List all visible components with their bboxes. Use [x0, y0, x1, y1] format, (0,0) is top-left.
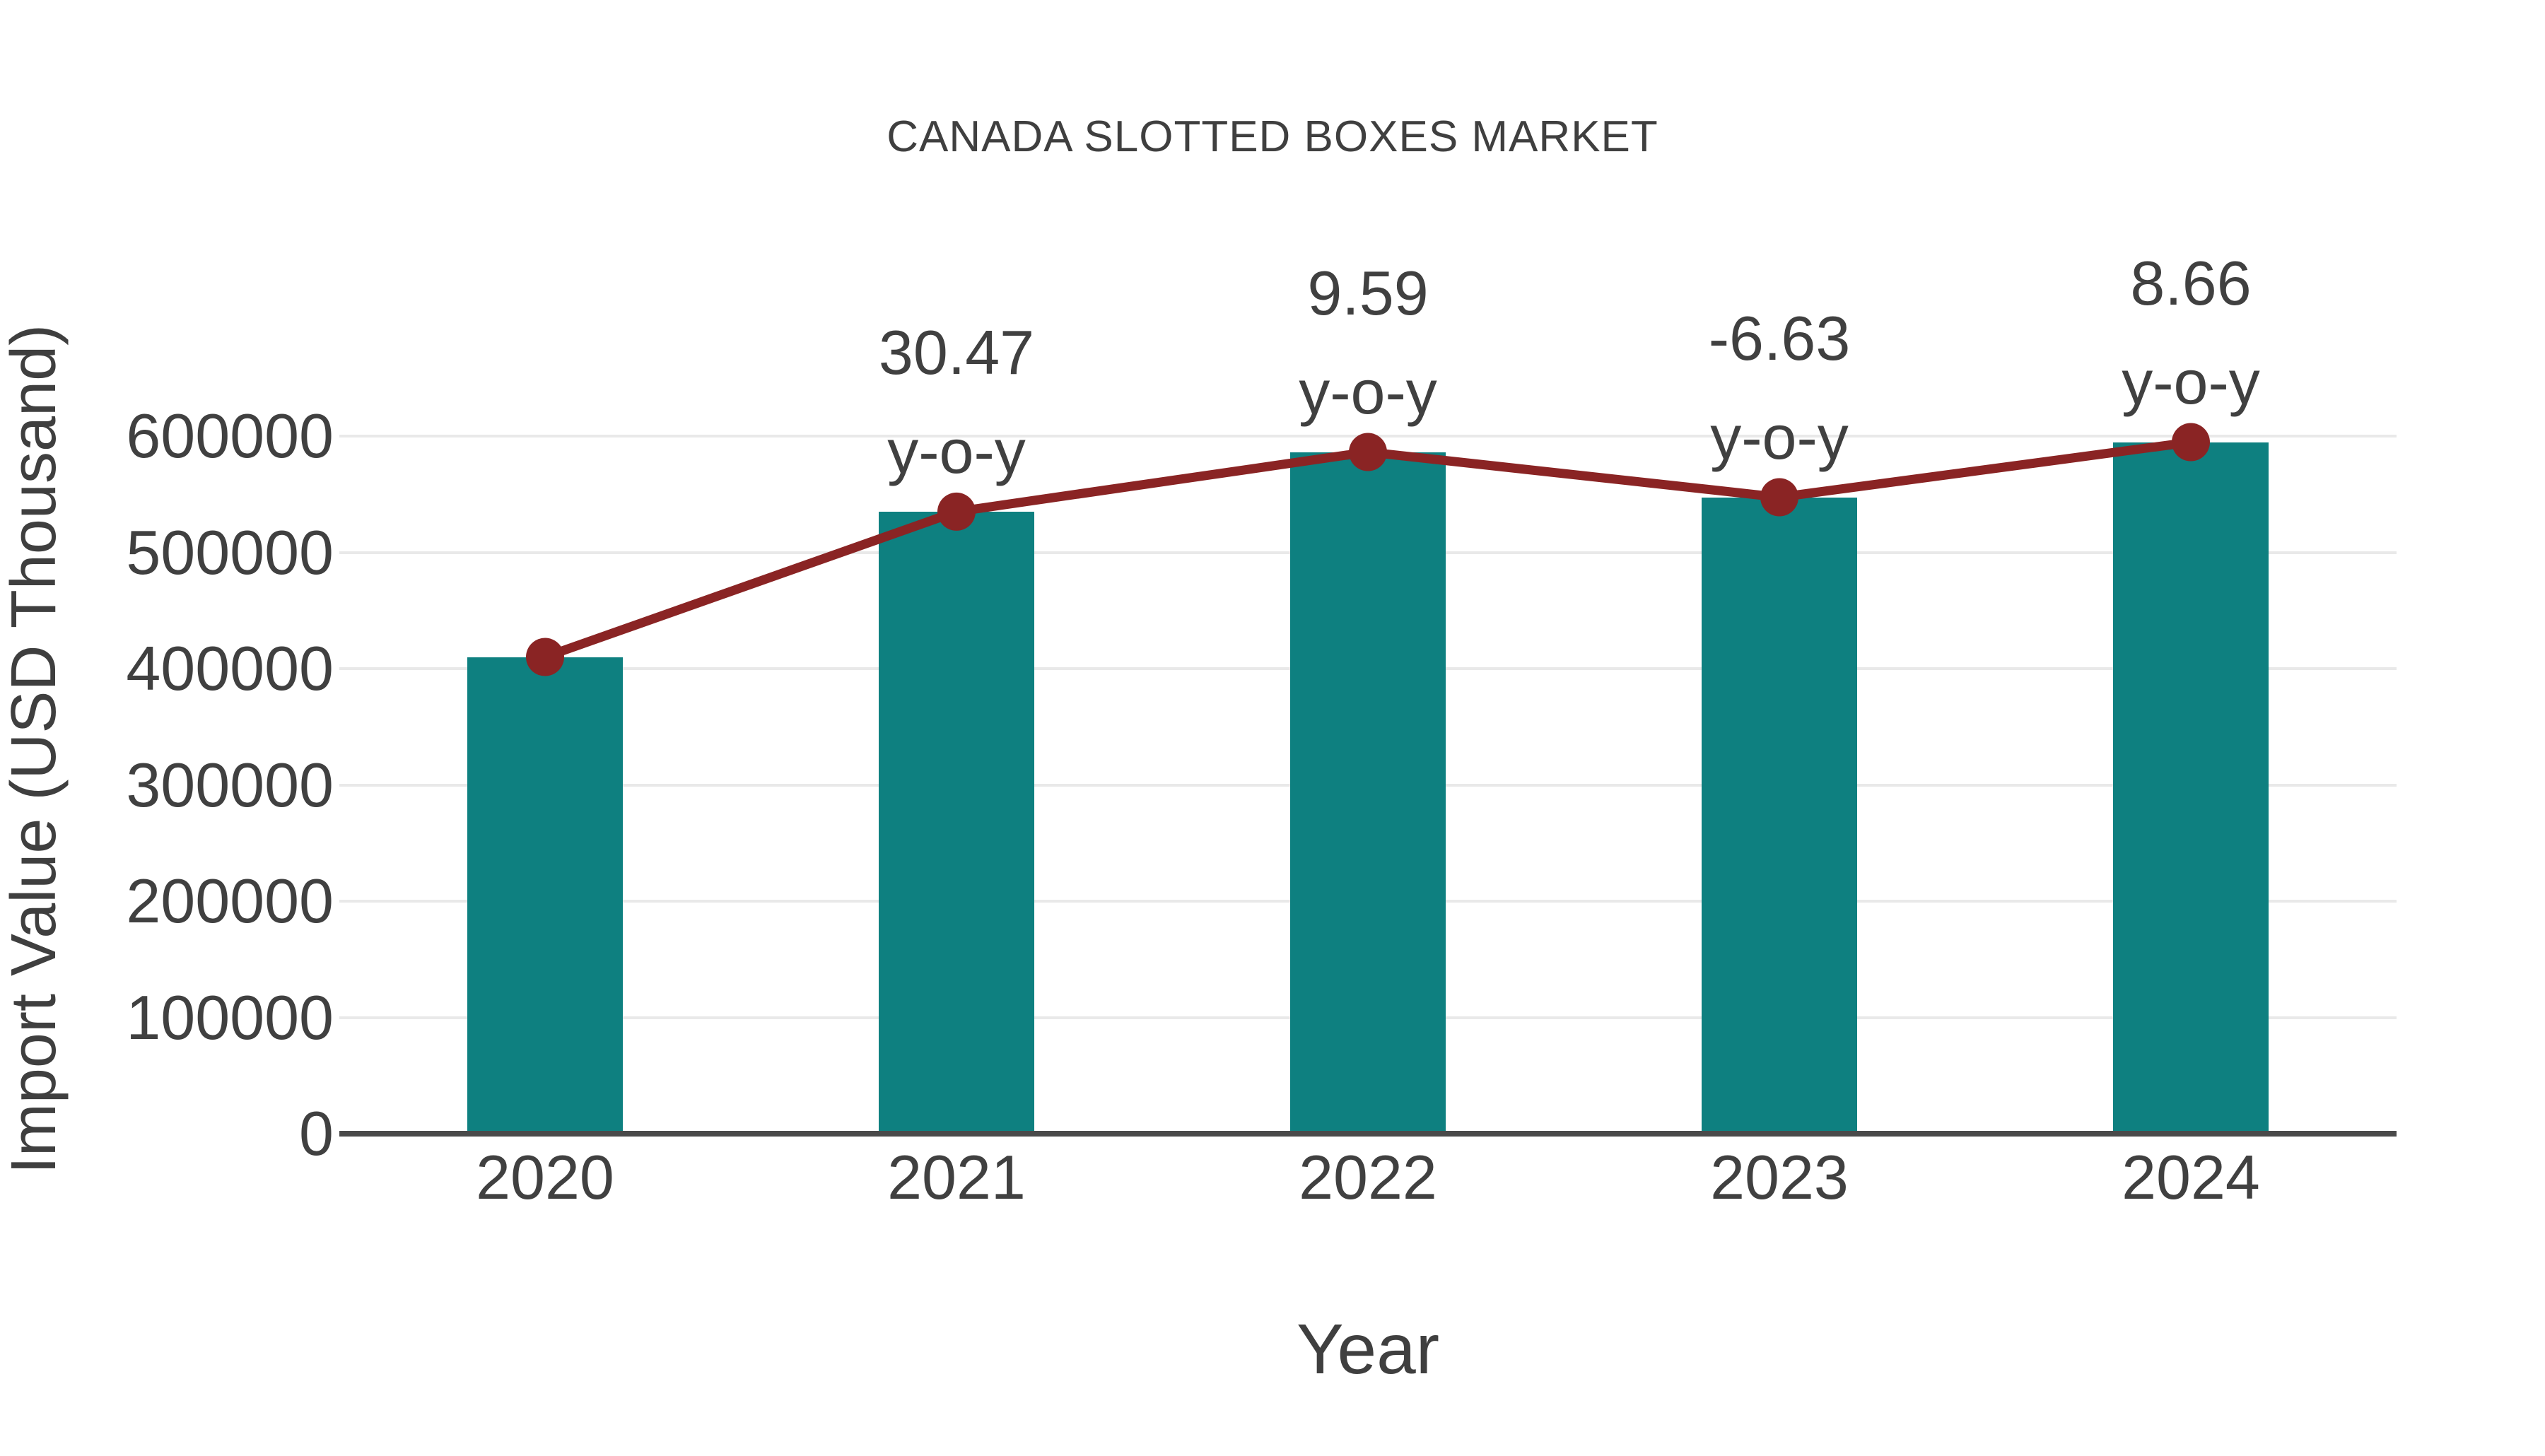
annotation-2022: 9.59 y-o-y [1156, 244, 1580, 442]
y-tick-label: 100000 [126, 982, 334, 1052]
bar-2020 [467, 657, 623, 1134]
trend-point-2024 [2172, 423, 2210, 462]
bar-2023 [1702, 497, 1857, 1134]
chart-title: CANADA SLOTTED BOXES MARKET [887, 112, 1658, 161]
x-tick-label: 2020 [476, 1142, 614, 1212]
annotation-suffix: y-o-y [1299, 356, 1437, 427]
x-axis-title: Year [1296, 1310, 1440, 1389]
trend-point-2020 [526, 638, 564, 676]
y-tick-label: 600000 [126, 401, 334, 471]
trend-point-2022 [1349, 433, 1387, 471]
trend-point-2021 [937, 492, 976, 531]
x-tick-label: 2023 [1710, 1142, 1849, 1212]
annotation-value: -6.63 [1708, 303, 1851, 373]
x-tick-label: 2024 [2122, 1142, 2260, 1212]
x-tick-label: 2021 [887, 1142, 1026, 1212]
y-tick-label: 300000 [126, 749, 334, 820]
annotation-value: 30.47 [878, 317, 1035, 387]
annotation-value: 8.66 [2130, 247, 2252, 318]
annotation-value: 9.59 [1307, 257, 1429, 328]
bar-2021 [879, 511, 1034, 1134]
annotation-2021: 30.47 y-o-y [744, 303, 1169, 501]
y-tick-label: 0 [299, 1098, 334, 1168]
trend-point-2023 [1760, 478, 1798, 517]
annotation-2024: 8.66 y-o-y [1979, 234, 2403, 432]
annotation-2023: -6.63 y-o-y [1567, 289, 1991, 487]
y-tick-label: 200000 [126, 866, 334, 936]
x-tick-label: 2022 [1299, 1142, 1437, 1212]
bar-2022 [1290, 452, 1446, 1134]
bar-2024 [2113, 442, 2269, 1134]
annotation-suffix: y-o-y [1710, 401, 1849, 472]
annotation-suffix: y-o-y [2122, 346, 2260, 417]
x-axis-line [339, 1131, 2397, 1137]
annotation-suffix: y-o-y [887, 416, 1026, 486]
y-tick-label: 400000 [126, 633, 334, 703]
y-tick-label: 500000 [126, 517, 334, 587]
